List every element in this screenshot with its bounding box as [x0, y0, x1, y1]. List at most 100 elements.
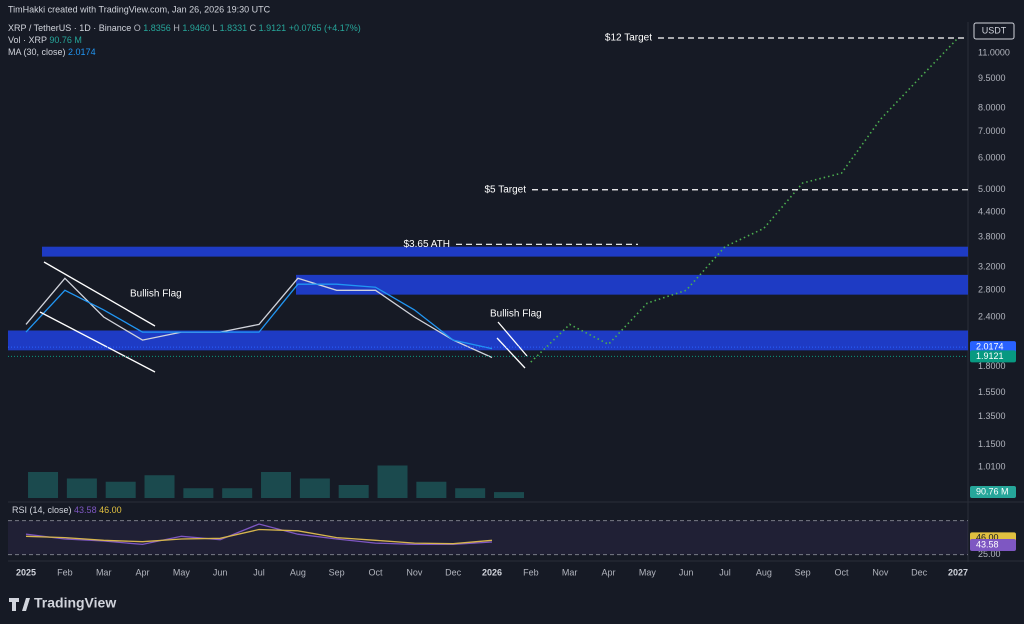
- y-tick-label: 8.0000: [978, 103, 1006, 113]
- flag-lines: [39, 261, 528, 373]
- y-tick-label: 5.0000: [978, 184, 1006, 194]
- volume-bar: [261, 472, 292, 498]
- x-tick-label: Jul: [719, 567, 731, 577]
- rsi-band: [8, 520, 968, 555]
- volume-tag-label: 90.76 M: [976, 486, 1009, 496]
- x-tick-label: Aug: [756, 567, 772, 577]
- price-tag: [970, 350, 1016, 363]
- price-tag-label: 2.0174: [976, 341, 1004, 351]
- y-tick-label: 7.0000: [978, 126, 1006, 136]
- x-tick-label: 2026: [482, 567, 502, 577]
- x-tick-label: Apr: [602, 567, 616, 577]
- y-tick-label: 2.4000: [978, 311, 1006, 321]
- y-tick-label: 3.2000: [978, 261, 1006, 271]
- support-zone: [296, 274, 968, 295]
- legend-item: O: [134, 23, 141, 33]
- currency[interactable]: USDT: [982, 25, 1007, 35]
- volume-bar: [455, 488, 486, 498]
- x-tick-label: Mar: [562, 567, 578, 577]
- y-tick-label: 25.00: [978, 549, 1001, 559]
- volume-bar: [66, 478, 97, 498]
- target-label: $12 Target: [605, 33, 652, 44]
- legend-item: XRP / TetherUS · 1D · Binance: [8, 23, 131, 33]
- rsi-tag-label: 43.58: [976, 539, 999, 549]
- x-tick-label: Sep: [795, 567, 811, 577]
- volume-bar: [183, 488, 214, 498]
- legend-item: +0.0765 (+4.17%): [289, 23, 361, 33]
- volume-bar: [494, 492, 525, 498]
- target-label: $5 Target: [484, 184, 526, 195]
- currency-box[interactable]: [973, 22, 1015, 40]
- legend-item: 90.76 M: [49, 35, 82, 45]
- volume-bar: [416, 481, 447, 498]
- legend-row: MA (30, close) 2.0174: [8, 47, 96, 57]
- y-tick-label: 11.0000: [978, 47, 1010, 57]
- support-zone: [42, 246, 968, 257]
- flag-line: [497, 321, 528, 357]
- y-tick-label: 1.8000: [978, 361, 1006, 371]
- y-tick-label: 3.8000: [978, 232, 1006, 242]
- legend-item: 1.8356: [143, 23, 171, 33]
- legend-item: RSI (14, close): [12, 505, 72, 515]
- x-tick-label: Dec: [445, 567, 462, 577]
- volume-tag: [970, 486, 1016, 498]
- rsi-tag: [970, 538, 1016, 551]
- legend-item: C: [250, 23, 257, 33]
- zones: [8, 246, 968, 351]
- volume-bar: [299, 478, 330, 498]
- legend-item: 43.58: [74, 505, 97, 515]
- volume-bar: [28, 472, 59, 498]
- x-tick-label: 2025: [16, 567, 36, 577]
- y-tick-label: 2.8000: [978, 285, 1006, 295]
- legend-item: 1.8331: [220, 23, 248, 33]
- x-tick-label: Dec: [911, 567, 928, 577]
- flag-line: [39, 311, 156, 373]
- volume-bar: [105, 481, 136, 498]
- y-tick-label: 6.0000: [978, 153, 1006, 163]
- x-tick-label: Jun: [679, 567, 694, 577]
- series-line: [25, 277, 493, 359]
- x-tick-label: May: [639, 567, 657, 577]
- rsi-tag-label: 46.00: [976, 533, 999, 543]
- price-tag-label: 1.9121: [976, 351, 1004, 361]
- x-tick-label: May: [173, 567, 191, 577]
- x-tick-label: Sep: [329, 567, 345, 577]
- x-tick-label: Apr: [136, 567, 150, 577]
- plot-area: [8, 37, 968, 546]
- volume-bar: [338, 485, 369, 498]
- volume-bar: [222, 488, 253, 498]
- y-tick-label: 1.5500: [978, 387, 1006, 397]
- credit: TimHakki created with TradingView.com, J…: [8, 4, 271, 14]
- x-tick-label: Feb: [57, 567, 73, 577]
- series: [25, 37, 959, 546]
- legend-row: XRP / TetherUS · 1D · Binance O 1.8356 H…: [8, 23, 361, 33]
- volume-bar: [377, 465, 408, 498]
- flag-line: [43, 261, 156, 327]
- x-tick-label: Aug: [290, 567, 306, 577]
- x-tick-label: Nov: [872, 567, 889, 577]
- legend-item: 1.9121: [259, 23, 287, 33]
- x-tick-label: 2027: [948, 567, 968, 577]
- logo-text: TradingView: [34, 595, 116, 611]
- x-tick-label: Oct: [369, 567, 384, 577]
- y-tick-label: 1.3500: [978, 411, 1006, 421]
- y-tick-label: 9.5000: [978, 73, 1006, 83]
- y-tick-label: 1.0100: [978, 461, 1006, 471]
- y-tick-label: 4.4000: [978, 206, 1006, 216]
- support-zone: [8, 330, 968, 351]
- logo-icon: [9, 598, 30, 611]
- series-line: [530, 37, 959, 363]
- legend-item: 46.00: [99, 505, 122, 515]
- x-tick-label: Nov: [406, 567, 423, 577]
- legend-row: RSI (14, close) 43.58 46.00: [12, 505, 122, 515]
- legend-row: Vol · XRP 90.76 M: [8, 35, 82, 45]
- x-tick-label: Oct: [834, 567, 849, 577]
- legend-item: MA (30, close): [8, 47, 66, 57]
- legend-item: L: [212, 23, 217, 33]
- legend-item: Vol · XRP: [8, 35, 47, 45]
- legend-item: 1.9460: [182, 23, 210, 33]
- series-line: [25, 523, 493, 546]
- x-tick-label: Feb: [523, 567, 539, 577]
